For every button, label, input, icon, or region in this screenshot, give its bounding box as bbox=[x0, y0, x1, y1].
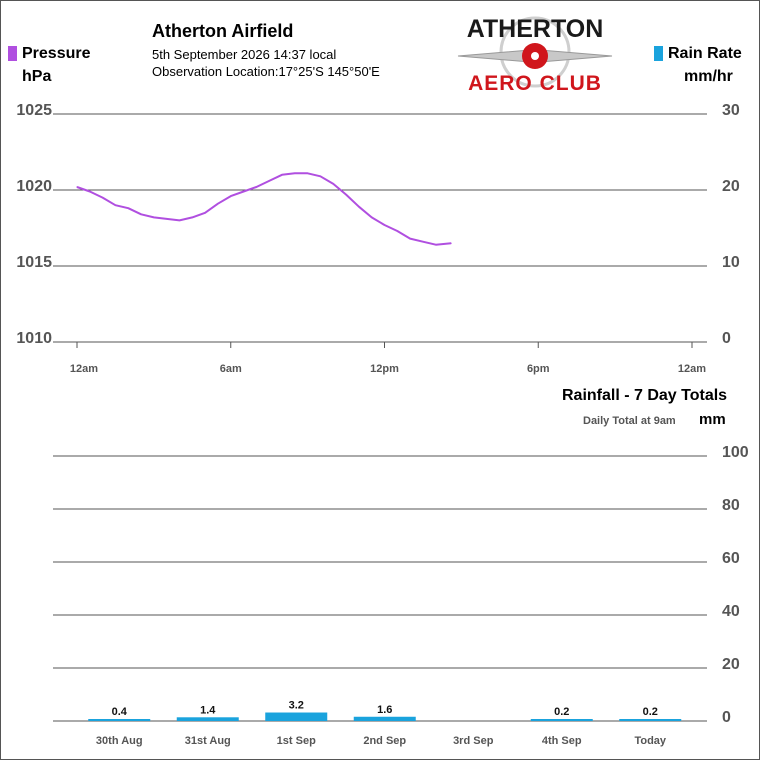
pressure-point bbox=[319, 175, 322, 177]
rainfall-bar bbox=[265, 712, 328, 721]
rainfall-value-label: 1.4 bbox=[200, 704, 216, 716]
pressure-point bbox=[191, 216, 193, 218]
time-tick-label: 12pm bbox=[370, 363, 399, 375]
pressure-point bbox=[178, 219, 181, 221]
pressure-tick-label: 1020 bbox=[16, 178, 52, 195]
rainfall-bar bbox=[353, 716, 416, 721]
rainfall-tick-label: 20 bbox=[722, 656, 740, 673]
rainfall-tick-label: 40 bbox=[722, 603, 740, 620]
rainfall-tick-label: 80 bbox=[722, 497, 740, 514]
pressure-point bbox=[230, 195, 232, 197]
rainfall-bar bbox=[176, 717, 239, 721]
rainfall-title: Rainfall - 7 Day Totals bbox=[562, 387, 728, 404]
rainfall-category-label: 31st Aug bbox=[185, 735, 231, 747]
pressure-point bbox=[76, 186, 78, 188]
rainfall-category-label: 3rd Sep bbox=[453, 735, 494, 747]
rainfall-category-label: 2nd Sep bbox=[363, 735, 406, 747]
rainfall-tick-label: 60 bbox=[722, 550, 740, 567]
pressure-legend-label: Pressure bbox=[22, 45, 91, 62]
logo-graphic: ATHERTON AERO CLUB bbox=[457, 15, 613, 95]
rain-rate-legend-swatch bbox=[654, 46, 663, 61]
rainfall-bar bbox=[530, 719, 593, 721]
time-tick-label: 6am bbox=[220, 363, 242, 375]
pressure-point bbox=[435, 244, 437, 246]
rainfall-category-label: 4th Sep bbox=[542, 735, 582, 747]
pressure-point bbox=[332, 183, 334, 185]
pressure-point bbox=[450, 242, 452, 244]
rainfall-value-label: 1.6 bbox=[377, 704, 392, 716]
rainfall-value-label: 3.2 bbox=[289, 700, 304, 712]
rain-rate-tick-label: 20 bbox=[722, 178, 740, 195]
rainfall-bar bbox=[619, 719, 682, 721]
time-tick-label: 12am bbox=[678, 363, 706, 375]
pressure-point bbox=[371, 216, 373, 218]
pressure-point bbox=[217, 203, 219, 205]
rain-rate-legend-label: Rain Rate bbox=[668, 45, 742, 62]
rainfall-category-label: Today bbox=[634, 735, 666, 747]
pressure-point bbox=[102, 197, 104, 199]
observation-location: Observation Location:17°25'S 145°50'E bbox=[152, 64, 380, 79]
pressure-point bbox=[89, 190, 91, 193]
pressure-tick-label: 1025 bbox=[16, 102, 52, 119]
pressure-point bbox=[242, 190, 245, 193]
pressure-point bbox=[166, 218, 168, 220]
time-tick-label: 12am bbox=[70, 363, 98, 375]
rainfall-category-label: 30th Aug bbox=[96, 735, 143, 747]
rainfall-value-label: 0.2 bbox=[554, 706, 569, 718]
pressure-point bbox=[153, 216, 155, 218]
pressure-unit: hPa bbox=[22, 68, 52, 85]
rainfall-category-label: 1st Sep bbox=[277, 735, 316, 747]
rainfall-subtitle: Daily Total at 9am bbox=[583, 415, 676, 427]
pressure-point bbox=[422, 241, 424, 243]
rainfall-tick-label: 0 bbox=[722, 709, 731, 726]
rainfall-unit: mm bbox=[699, 411, 726, 428]
pressure-point bbox=[396, 230, 398, 232]
rainfall-value-label: 0.2 bbox=[643, 706, 658, 718]
pressure-tick-label: 1015 bbox=[16, 254, 52, 271]
pressure-point bbox=[281, 174, 283, 176]
rain-rate-tick-label: 30 bbox=[722, 102, 740, 119]
rainfall-value-label: 0.4 bbox=[112, 706, 128, 718]
rainfall-bar bbox=[88, 719, 151, 721]
pressure-point bbox=[140, 213, 142, 215]
pressure-point bbox=[255, 186, 257, 188]
pressure-legend-swatch bbox=[8, 46, 17, 61]
time-tick-label: 6pm bbox=[527, 363, 550, 375]
rainfall-tick-label: 100 bbox=[722, 444, 749, 461]
pressure-point bbox=[268, 180, 270, 182]
station-title: Atherton Airfield bbox=[152, 21, 294, 41]
pressure-point bbox=[204, 212, 206, 214]
pressure-point bbox=[114, 204, 117, 206]
pressure-point bbox=[294, 172, 296, 174]
rain-rate-tick-label: 0 bbox=[722, 330, 731, 347]
logo-hub bbox=[531, 52, 539, 60]
observation-datetime: 5th September 2026 14:37 local bbox=[152, 47, 337, 62]
pressure-point bbox=[358, 206, 360, 208]
logo-line1: ATHERTON bbox=[467, 15, 604, 43]
aero-club-logo: ATHERTON AERO CLUB bbox=[450, 10, 620, 102]
pressure-point bbox=[409, 238, 411, 240]
pressure-point bbox=[345, 193, 347, 196]
pressure-point bbox=[307, 172, 309, 174]
rain-rate-unit: mm/hr bbox=[684, 68, 733, 85]
rain-rate-tick-label: 10 bbox=[722, 254, 740, 271]
pressure-point bbox=[127, 207, 129, 209]
logo-line2: AERO CLUB bbox=[468, 72, 602, 95]
pressure-series-line bbox=[76, 172, 452, 246]
pressure-point bbox=[383, 224, 386, 226]
pressure-tick-label: 1010 bbox=[16, 330, 52, 347]
